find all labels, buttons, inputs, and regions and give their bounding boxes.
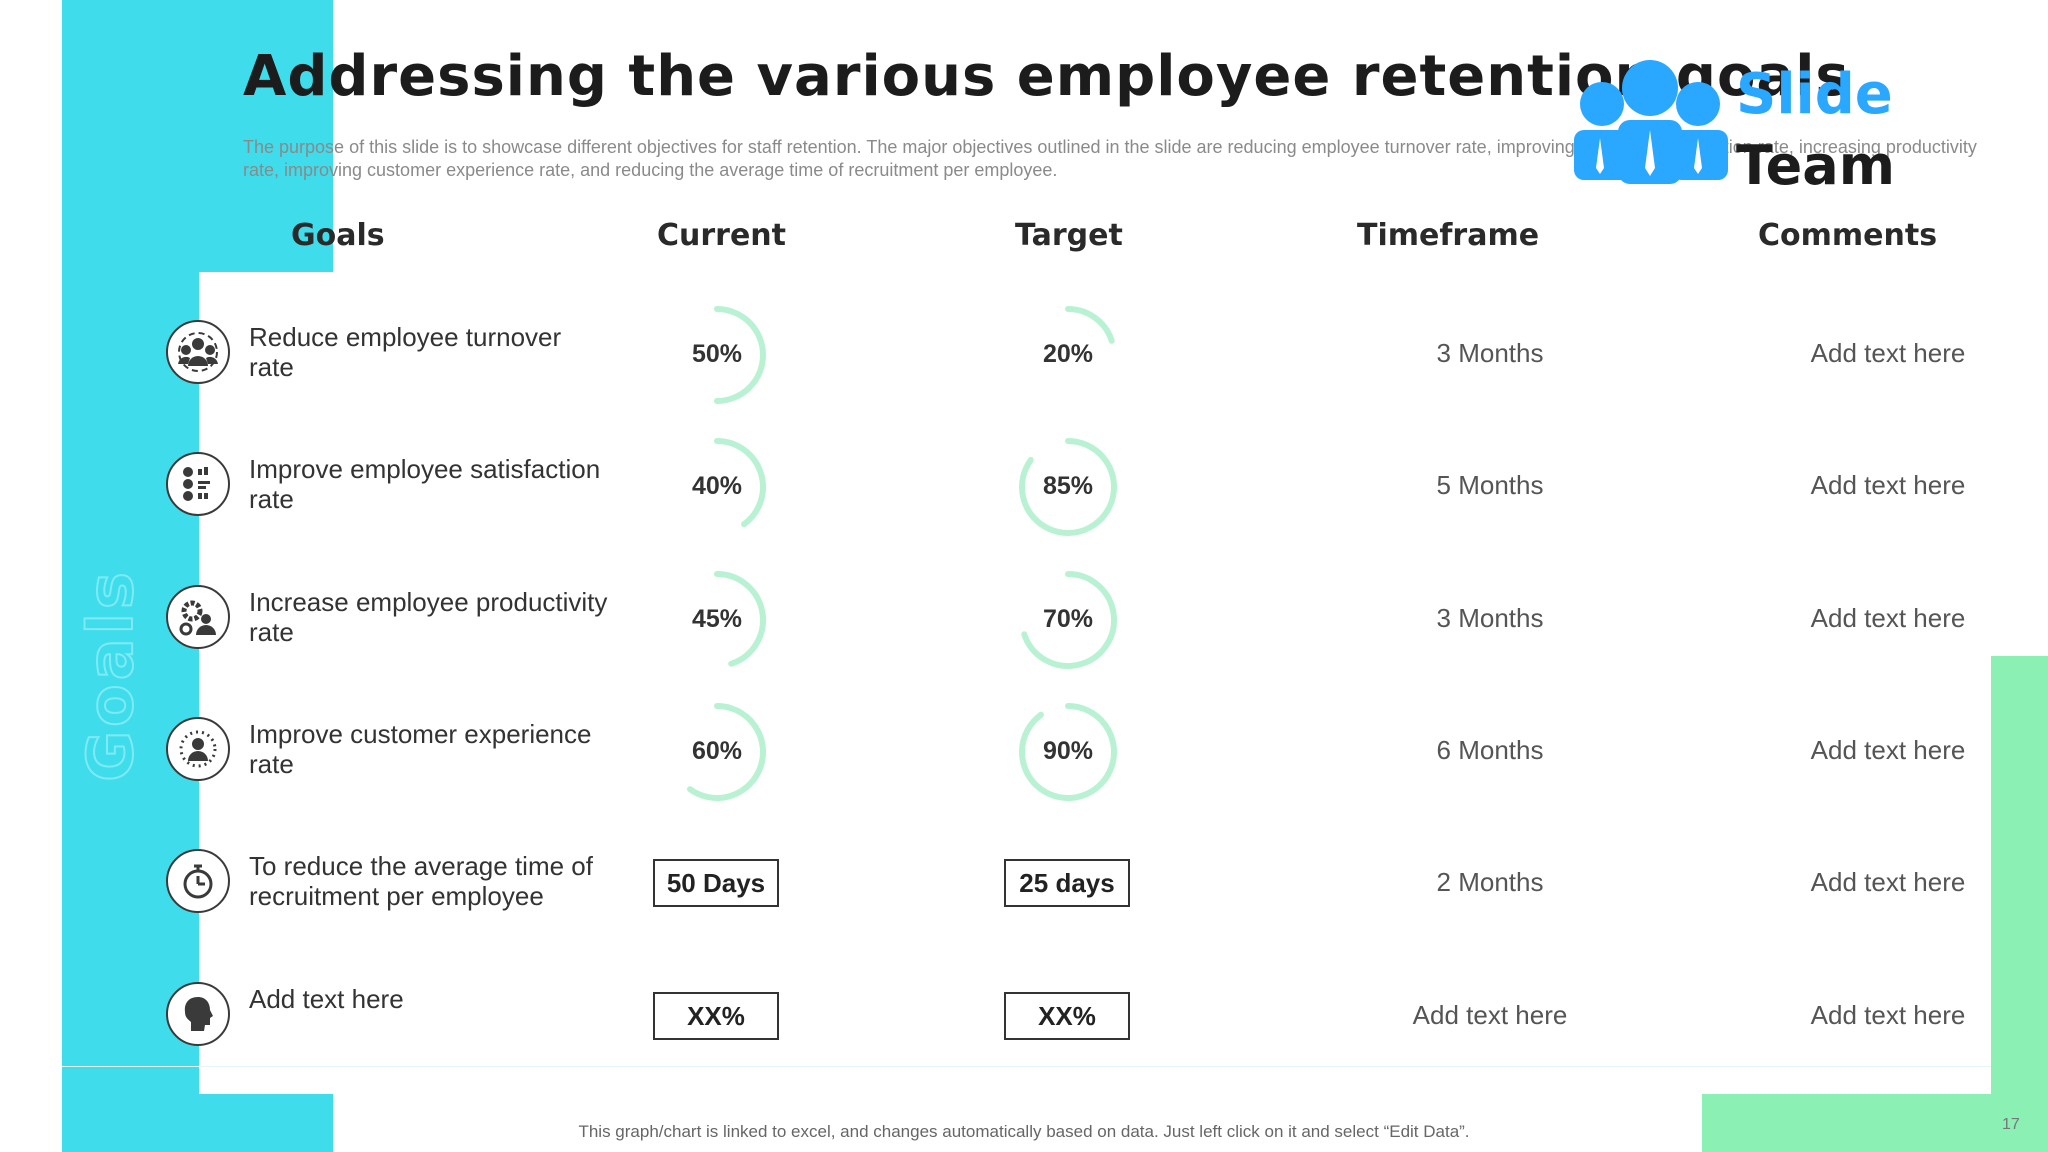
target-value: 85%	[1043, 472, 1093, 500]
goal-label: Reduce employee turnover rate	[249, 322, 562, 382]
cyan-side-bar	[62, 0, 199, 1152]
timeframe-cell: 3 Months	[1436, 603, 1544, 633]
team-icon	[166, 320, 230, 384]
timeframe-cell: Add text here	[1412, 1000, 1568, 1030]
target-value: 20%	[1043, 340, 1093, 368]
current-value-box: 50 Days	[653, 859, 779, 907]
timeframe-cell: 2 Months	[1436, 867, 1544, 897]
header-current: Current	[657, 218, 787, 253]
target-value: 70%	[1043, 605, 1093, 633]
header-timeframe: Timeframe	[1357, 218, 1540, 253]
green-bottom-block	[1702, 1094, 2048, 1152]
table-row: Add text here XX% XX% Add text here Add …	[160, 950, 1965, 1082]
people-icon	[1574, 60, 1728, 184]
current-value-box: XX%	[653, 992, 779, 1040]
logo-word-team: Team	[1736, 134, 1895, 197]
table-row: Improve employee satisfaction rate 40% 8…	[160, 420, 1965, 552]
current-gauge: 45%	[692, 571, 766, 667]
comment-cell: Add text here	[1810, 338, 1966, 368]
side-label: Goals	[73, 567, 148, 782]
target-gauge: 20%	[1043, 306, 1115, 368]
comment-cell: Add text here	[1810, 1000, 1966, 1030]
comment-cell: Add text here	[1810, 470, 1966, 500]
timeframe-cell: 6 Months	[1436, 735, 1544, 765]
survey-icon	[166, 452, 230, 516]
target-value: 90%	[1043, 737, 1093, 765]
logo-word-slide: Slide	[1736, 62, 1893, 127]
cyan-bottom-block	[62, 1092, 333, 1152]
goal-label: Increase employee productivity rate	[249, 587, 608, 647]
goal-label: Improve customer experience rate	[249, 719, 592, 779]
target-gauge: 70%	[1021, 571, 1117, 669]
customer-icon	[166, 717, 230, 781]
current-gauge: 40%	[692, 438, 766, 528]
divider-line	[62, 1066, 1991, 1067]
target-value-box: XX%	[1004, 992, 1130, 1040]
target-gauge: 90%	[1019, 703, 1117, 801]
goal-label: Add text here	[249, 984, 404, 1014]
target-value-box: 25 days	[1004, 859, 1130, 907]
header-target: Target	[1015, 218, 1123, 253]
head-icon	[166, 982, 230, 1046]
goal-label: Improve employee satisfaction rate	[249, 454, 601, 514]
table-row: Reduce employee turnover rate 50% 20% 3 …	[160, 288, 1965, 420]
page-number: 17	[2002, 1116, 2020, 1133]
current-value: 45%	[692, 605, 742, 633]
comment-cell: Add text here	[1810, 735, 1966, 765]
table-row: Improve customer experience rate 60% 90%…	[160, 685, 1965, 817]
content-card	[199, 272, 1991, 1094]
productivity-icon	[166, 585, 230, 649]
table-row: Increase employee productivity rate 45% …	[160, 553, 1965, 685]
header-comments: Comments	[1758, 218, 1938, 253]
current-value: 50%	[692, 340, 742, 368]
page-subtitle: The purpose of this slide is to showcase…	[243, 137, 1977, 180]
footer-note: This graph/chart is linked to excel, and…	[578, 1122, 1470, 1141]
timeframe-cell: 5 Months	[1436, 470, 1544, 500]
green-accent-bar	[1991, 656, 2048, 1152]
table-row: To reduce the average time of recruitmen…	[160, 817, 1965, 949]
header-goals: Goals	[291, 218, 385, 253]
comment-cell: Add text here	[1810, 867, 1966, 897]
comment-cell: Add text here	[1810, 603, 1966, 633]
current-value: 60%	[692, 737, 742, 765]
goal-label: To reduce the average time of recruitmen…	[249, 851, 593, 911]
target-gauge: 85%	[1019, 438, 1117, 536]
stopwatch-icon	[166, 849, 230, 913]
current-gauge: 60%	[686, 703, 766, 801]
timeframe-cell: 3 Months	[1436, 338, 1544, 368]
side-label-text: Goals	[74, 568, 147, 781]
slideteam-logo	[1574, 60, 1728, 184]
current-value: 40%	[692, 472, 742, 500]
current-gauge: 50%	[692, 306, 766, 404]
